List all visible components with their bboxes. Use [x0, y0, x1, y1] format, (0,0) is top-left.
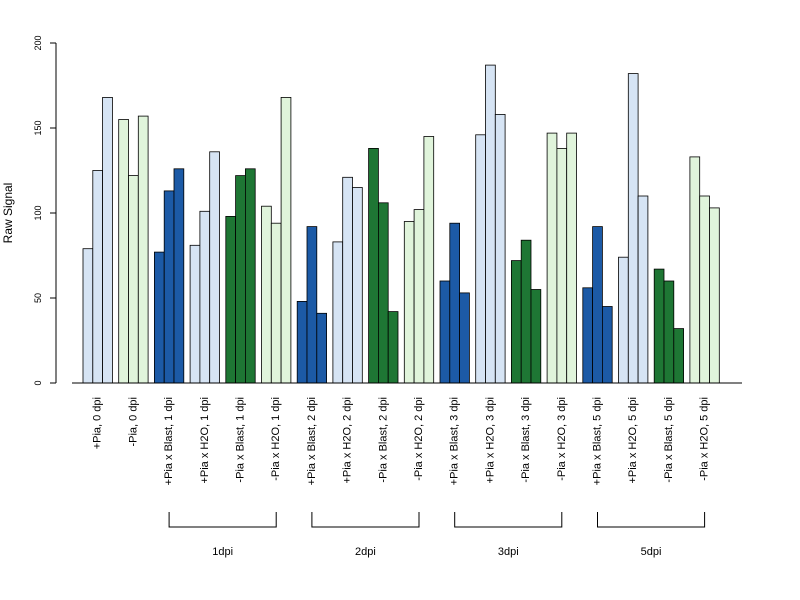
bar — [449, 222, 460, 384]
bar — [306, 226, 318, 384]
bar — [520, 239, 532, 384]
bar — [403, 221, 415, 384]
bar — [602, 306, 613, 384]
category-label: -Pia x H2O, 3 dpi — [556, 397, 568, 481]
y-tick-label: 150 — [33, 120, 43, 135]
bar — [332, 241, 344, 384]
bar — [423, 136, 435, 384]
bar — [653, 268, 665, 384]
bar — [199, 210, 211, 384]
bar — [128, 175, 139, 384]
group-bracket — [311, 512, 420, 528]
bar — [377, 202, 389, 384]
bar — [173, 168, 185, 384]
bar — [118, 119, 129, 384]
bar — [316, 312, 327, 384]
bar — [342, 176, 353, 384]
bar — [413, 209, 425, 384]
bar — [510, 260, 522, 384]
bar — [261, 205, 272, 384]
y-tick-label: 50 — [33, 293, 43, 303]
bar — [627, 73, 639, 384]
bar — [475, 134, 486, 384]
y-tick-label: 0 — [33, 380, 43, 385]
category-label: -Pia x Blast, 1 dpi — [235, 397, 247, 483]
category-label: +Pia x H2O, 5 dpi — [627, 397, 639, 484]
bar — [387, 311, 399, 384]
category-label: +Pia x Blast, 5 dpi — [592, 397, 604, 485]
bar — [235, 175, 246, 384]
category-label: +Pia x Blast, 1 dpi — [163, 397, 175, 485]
bar — [673, 328, 684, 384]
group-bracket — [454, 512, 563, 528]
category-label: -Pia x Blast, 3 dpi — [520, 397, 532, 483]
category-label: +Pia x H2O, 1 dpi — [199, 397, 211, 484]
bar — [82, 248, 94, 384]
category-label: -Pia x H2O, 1 dpi — [270, 397, 282, 481]
category-label: +Pia x H2O, 3 dpi — [484, 397, 496, 484]
bar — [618, 256, 629, 384]
category-label: -Pia, 0 dpi — [127, 397, 139, 447]
bar — [270, 222, 282, 384]
bar — [296, 300, 308, 384]
group-brackets: 1dpi 2dpi 3dpi 5dpi — [168, 512, 706, 558]
bar — [153, 251, 165, 384]
group-label: 5dpi — [641, 546, 662, 558]
category-label: -Pia x Blast, 5 dpi — [663, 397, 675, 483]
bar — [439, 280, 451, 384]
bar — [280, 97, 292, 384]
bar — [459, 292, 470, 384]
category-label: -Pia x Blast, 2 dpi — [377, 397, 389, 483]
y-tick-label: 100 — [33, 205, 43, 220]
bar — [699, 195, 710, 384]
bars — [82, 64, 720, 384]
bar — [244, 168, 256, 384]
category-label: -Pia x H2O, 2 dpi — [413, 397, 425, 481]
category-label: +Pia x H2O, 2 dpi — [342, 397, 354, 484]
category-label: +Pia x Blast, 2 dpi — [306, 397, 318, 485]
bar — [592, 226, 603, 384]
bar — [485, 64, 496, 384]
y-axis-title: Raw Signal — [1, 183, 15, 244]
category-labels: +Pia, 0 dpi -Pia, 0 dpi +Pia x Blast, 1 dp… — [92, 397, 711, 485]
bar — [663, 280, 675, 384]
bar — [530, 289, 542, 384]
category-label: -Pia x H2O, 5 dpi — [699, 397, 711, 481]
bar — [102, 97, 113, 384]
group-label: 3dpi — [498, 546, 519, 558]
bar — [546, 132, 558, 384]
bar — [566, 132, 577, 384]
group-label: 2dpi — [355, 546, 376, 558]
bar — [494, 114, 506, 384]
bar — [189, 244, 201, 384]
bar — [368, 147, 379, 384]
bar — [163, 190, 175, 384]
bar — [137, 115, 149, 384]
bar — [689, 156, 701, 384]
category-label: +Pia, 0 dpi — [92, 397, 104, 449]
group-label: 1dpi — [212, 546, 233, 558]
y-tick-label: 200 — [33, 35, 43, 50]
bar — [92, 170, 104, 384]
category-label: +Pia x Blast, 3 dpi — [449, 397, 461, 485]
bar — [582, 287, 593, 384]
bar — [209, 151, 220, 384]
bar — [352, 187, 363, 384]
y-axis: 0 50 100 150 200 — [33, 35, 57, 386]
bar — [556, 147, 568, 384]
bar — [709, 207, 720, 384]
group-bracket — [168, 512, 277, 528]
group-bracket — [597, 512, 706, 528]
bar — [225, 215, 237, 384]
bar — [637, 195, 649, 384]
